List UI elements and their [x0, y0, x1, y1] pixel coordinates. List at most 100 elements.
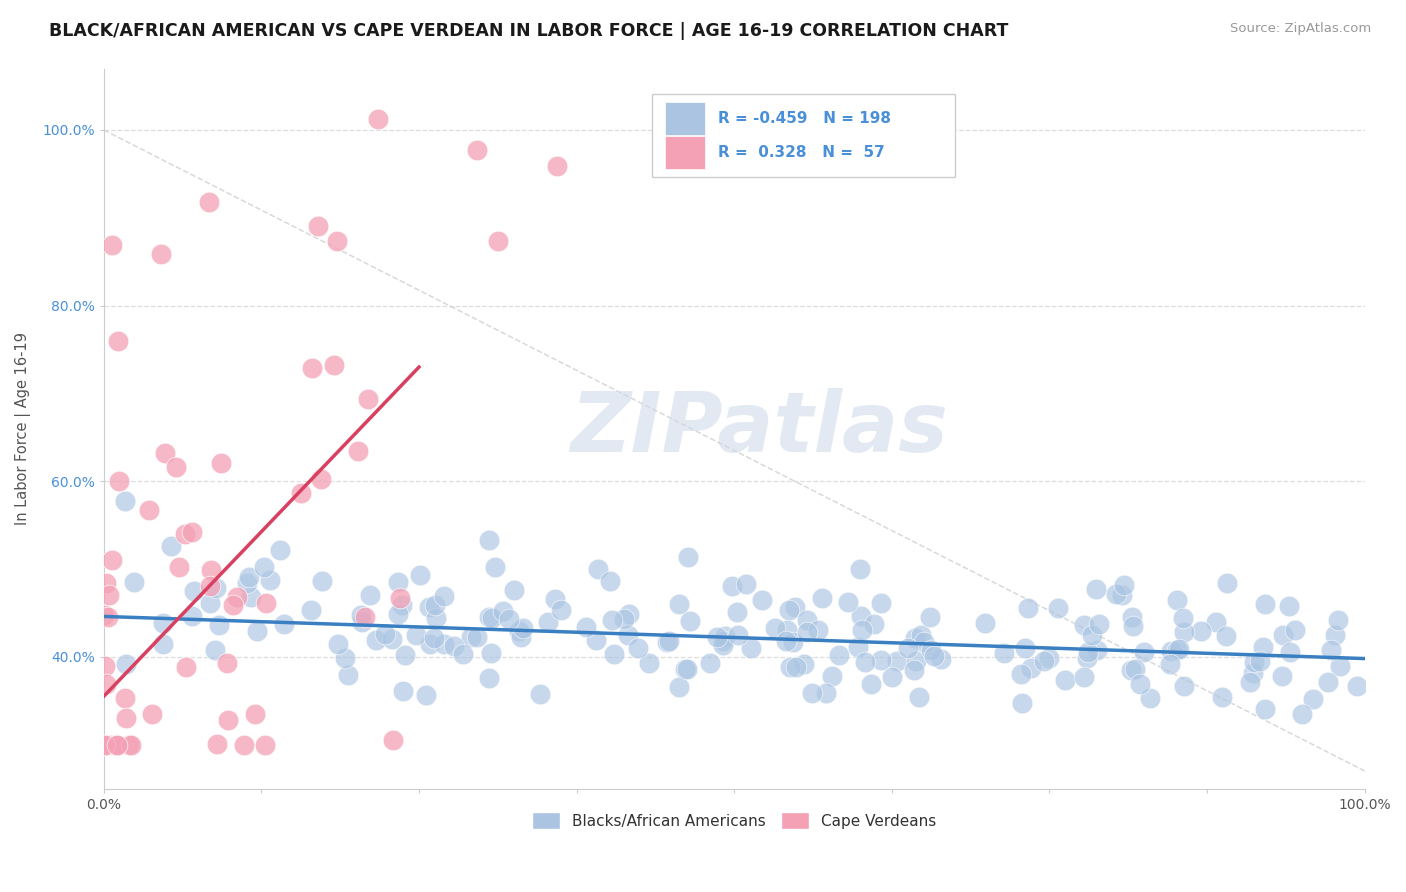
Point	[94, 738, 117, 752]
Point	[311, 574, 333, 589]
Point	[1166, 593, 1188, 607]
FancyBboxPatch shape	[652, 94, 955, 177]
Point	[253, 738, 276, 752]
Point	[150, 246, 173, 260]
Point	[1077, 645, 1099, 659]
Point	[699, 657, 721, 671]
Point	[1205, 615, 1227, 630]
Point	[711, 633, 734, 648]
Point	[246, 624, 269, 638]
Point	[391, 599, 413, 613]
Point	[800, 686, 823, 700]
Point	[107, 334, 129, 348]
Point	[200, 563, 222, 577]
Point	[387, 575, 409, 590]
Point	[492, 604, 515, 618]
Point	[846, 640, 869, 655]
Point	[176, 660, 198, 674]
Point	[1105, 587, 1128, 601]
Point	[920, 643, 942, 657]
Point	[575, 620, 598, 634]
Point	[1073, 670, 1095, 684]
Point	[152, 637, 174, 651]
Point	[1251, 640, 1274, 654]
Point	[1076, 650, 1098, 665]
Point	[627, 640, 650, 655]
Point	[912, 634, 935, 648]
Point	[1119, 663, 1142, 677]
Point	[599, 574, 621, 588]
Point	[1316, 675, 1339, 690]
Text: R = -0.459   N = 198: R = -0.459 N = 198	[718, 111, 891, 126]
Point	[141, 706, 163, 721]
Point	[828, 648, 851, 662]
Point	[1254, 702, 1277, 716]
Point	[778, 603, 800, 617]
Y-axis label: In Labor Force | Age 16-19: In Labor Force | Age 16-19	[15, 332, 31, 525]
Legend: Blacks/African Americans, Cape Verdeans: Blacks/African Americans, Cape Verdeans	[526, 806, 942, 835]
Point	[180, 524, 202, 539]
Point	[974, 615, 997, 630]
Point	[1271, 628, 1294, 642]
Point	[374, 626, 396, 640]
Point	[1121, 610, 1143, 624]
Point	[1085, 643, 1108, 657]
Point	[910, 628, 932, 642]
Point	[465, 631, 488, 645]
Point	[1346, 679, 1368, 693]
Point	[600, 613, 623, 627]
Point	[307, 219, 329, 233]
Point	[616, 628, 638, 642]
Point	[93, 738, 115, 752]
Point	[1081, 628, 1104, 642]
Point	[183, 584, 205, 599]
Point	[1278, 599, 1301, 613]
Point	[775, 623, 797, 637]
Point	[851, 623, 873, 637]
Point	[326, 637, 349, 651]
Point	[1211, 690, 1233, 704]
Point	[153, 446, 176, 460]
Point	[849, 562, 872, 576]
Point	[1017, 601, 1039, 615]
Point	[101, 552, 124, 566]
Point	[613, 612, 636, 626]
Point	[1112, 577, 1135, 591]
Point	[443, 639, 465, 653]
Point	[309, 472, 332, 486]
Point	[1139, 690, 1161, 705]
Point	[1173, 625, 1195, 640]
Point	[1278, 645, 1301, 659]
Point	[1215, 629, 1237, 643]
Point	[1084, 582, 1107, 596]
Point	[409, 568, 432, 582]
Point	[1166, 642, 1188, 657]
Point	[546, 159, 568, 173]
Point	[1320, 643, 1343, 657]
Point	[783, 599, 806, 614]
Point	[382, 733, 405, 747]
Point	[727, 628, 749, 642]
Point	[837, 595, 859, 609]
Point	[118, 738, 141, 752]
Point	[478, 671, 501, 685]
Point	[1054, 673, 1077, 687]
Point	[1249, 654, 1271, 668]
Point	[1254, 597, 1277, 611]
Point	[1329, 659, 1351, 673]
FancyBboxPatch shape	[665, 136, 706, 169]
Point	[465, 143, 488, 157]
Point	[1291, 706, 1313, 721]
Point	[673, 662, 696, 676]
Point	[451, 647, 474, 661]
Point	[433, 589, 456, 603]
Point	[425, 611, 447, 625]
Point	[714, 629, 737, 643]
Point	[108, 474, 131, 488]
Point	[299, 602, 322, 616]
Point	[419, 637, 441, 651]
Point	[905, 654, 928, 668]
Point	[503, 582, 526, 597]
Point	[1168, 641, 1191, 656]
Point	[929, 652, 952, 666]
